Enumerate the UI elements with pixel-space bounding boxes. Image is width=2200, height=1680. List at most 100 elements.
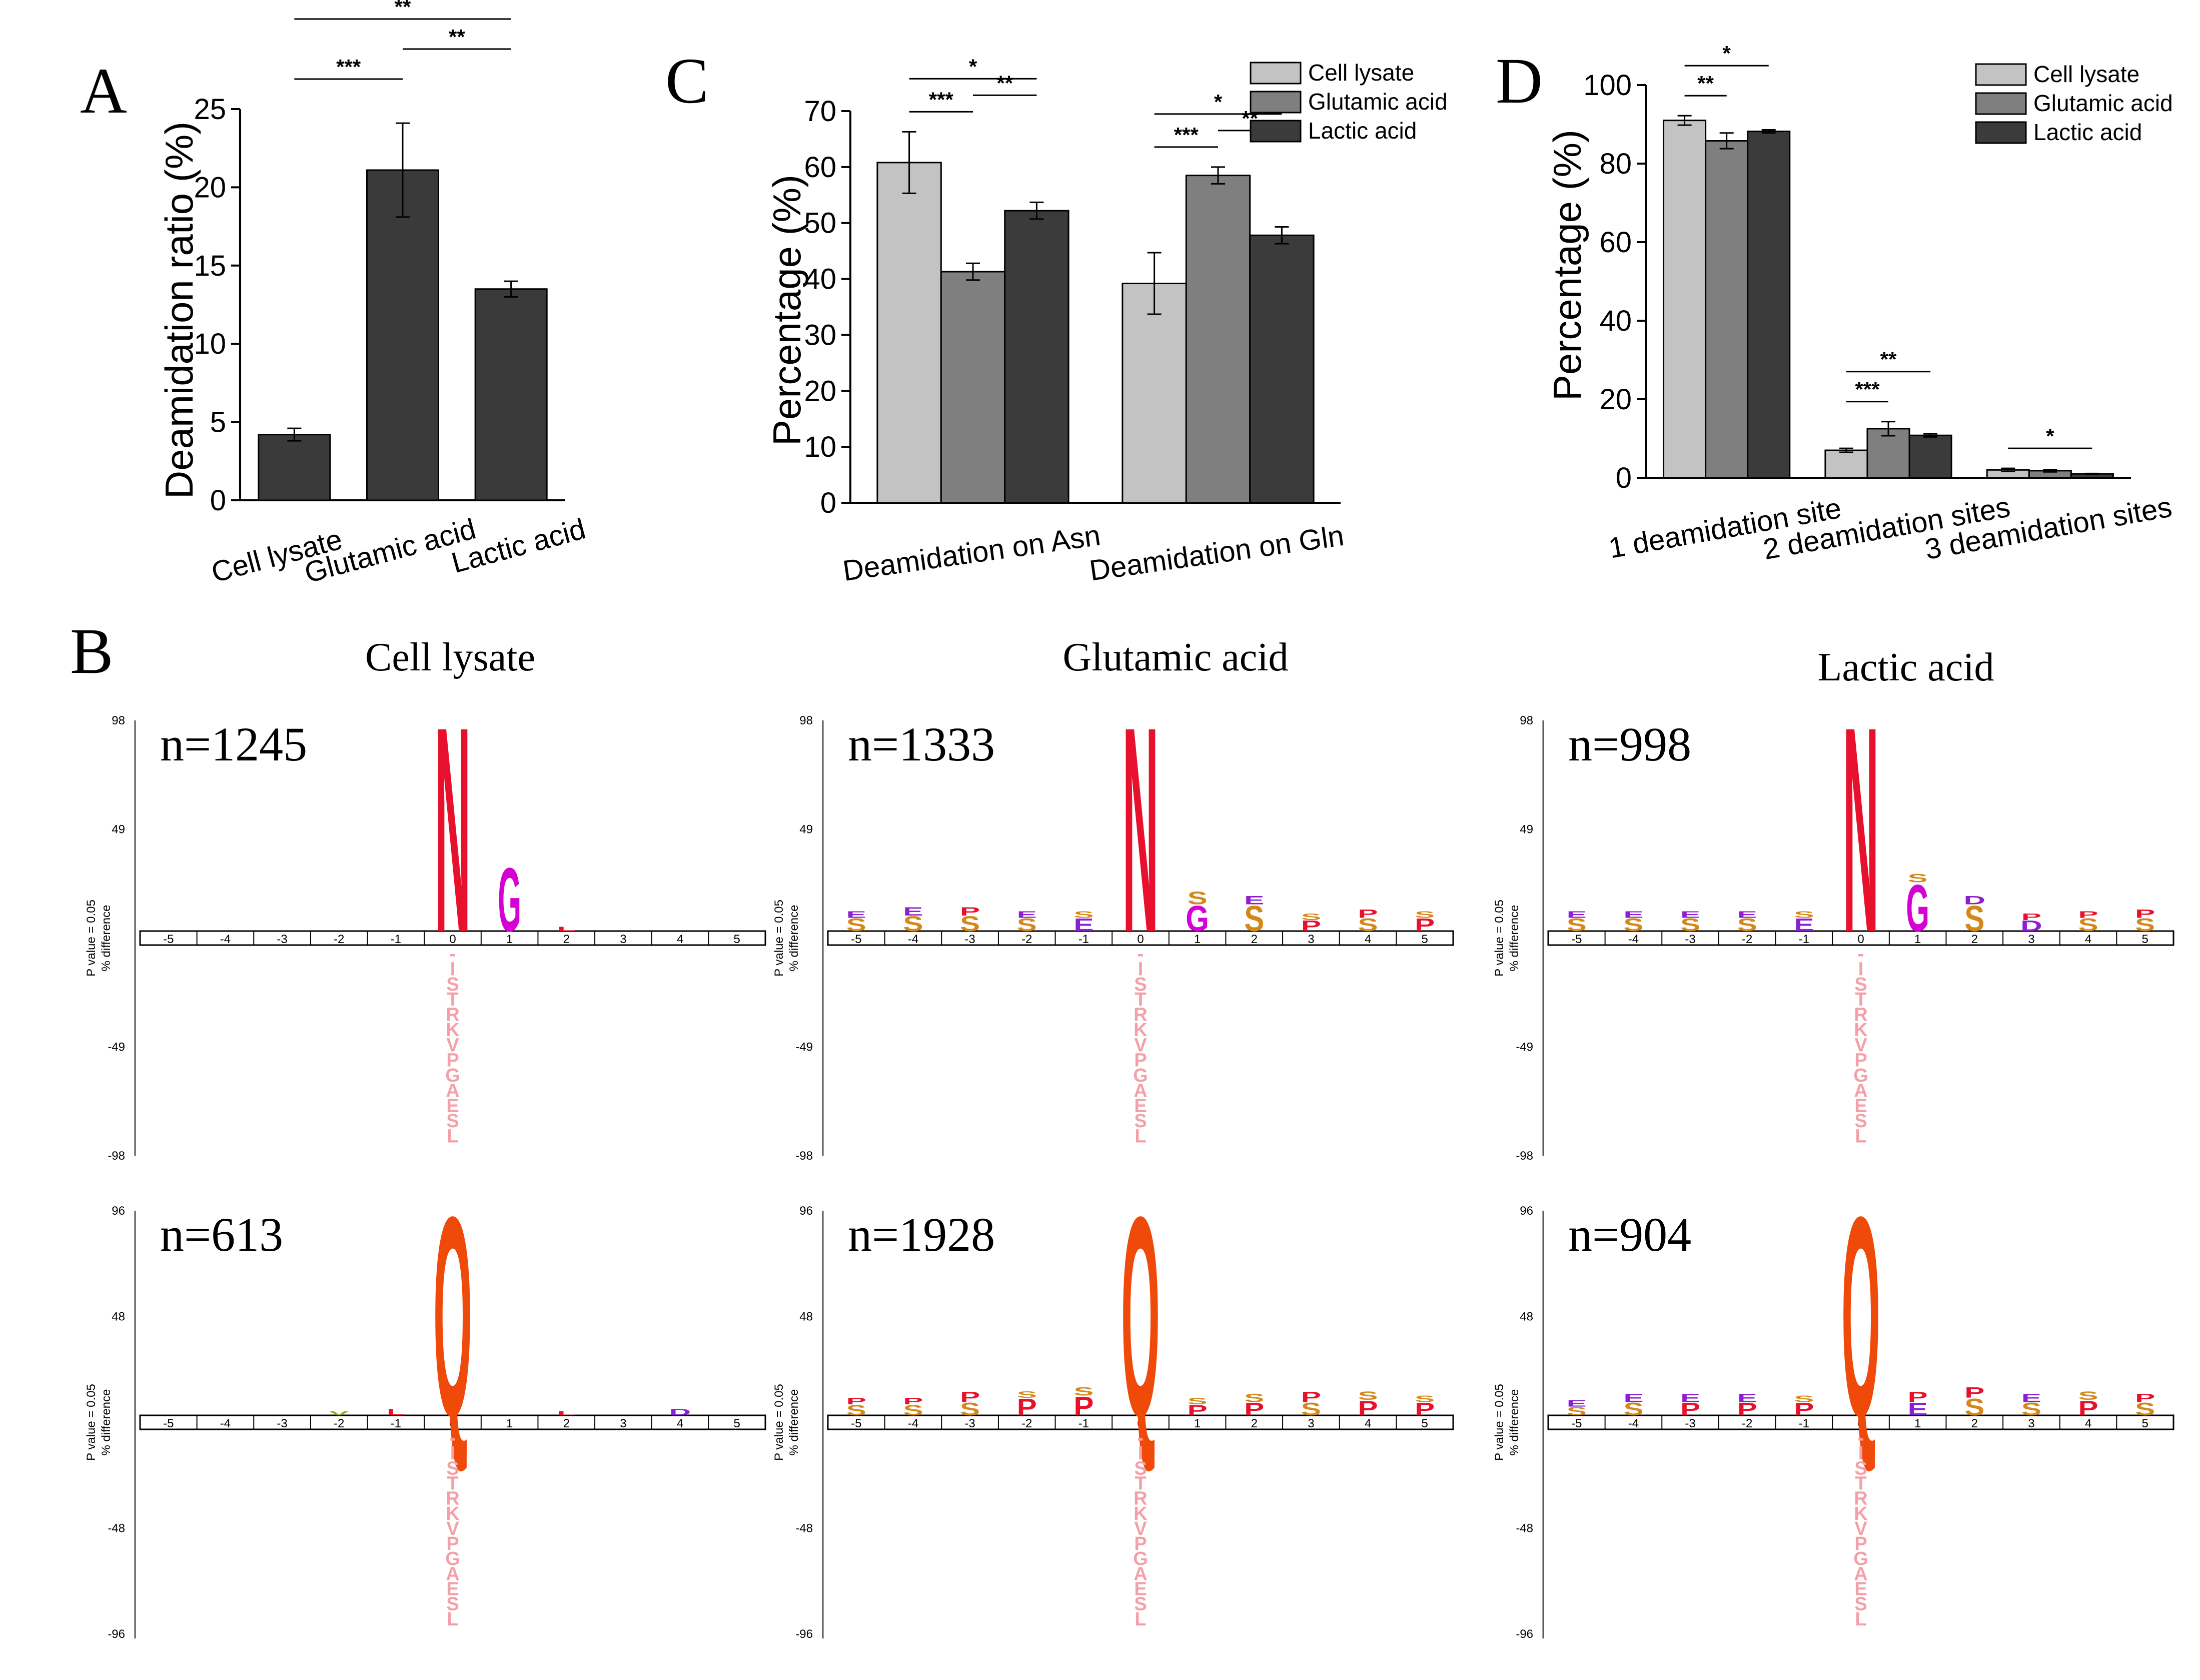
logo-main-residue: Q: [433, 1158, 472, 1476]
logo-depleted-residue: R: [446, 1005, 459, 1026]
logo-enriched-residue: S: [1073, 1385, 1093, 1398]
logo-depleted-residue: L: [1855, 1126, 1866, 1147]
logo-enriched-residue: S: [2021, 1399, 2041, 1419]
logo-depleted-residue: E: [1854, 1579, 1867, 1600]
logo-depleted-residue: E: [1134, 1096, 1147, 1117]
logo-enriched-residue: P: [1680, 1399, 1700, 1419]
logo-enriched-residue: S: [846, 915, 866, 935]
logo-enriched-residue: P: [1017, 1394, 1037, 1421]
logo-position-label: 0: [1137, 1417, 1144, 1430]
logo-enriched-residue: G: [498, 849, 521, 951]
logo-main-residue: Q: [1841, 1158, 1880, 1476]
logo-position-label: -1: [391, 933, 401, 946]
logo-y-tick: -48: [795, 1522, 813, 1535]
logo-position-label: 2: [563, 933, 570, 946]
logo-ylabel: % difference: [787, 1389, 801, 1456]
logo-enriched-residue: S: [1188, 1396, 1208, 1406]
logo-ylabel: % difference: [1508, 905, 1521, 972]
logo-enriched-residue: S: [1073, 910, 1093, 920]
logo-enriched-residue: E: [1737, 910, 1757, 920]
logo-depleted-residue: L: [1135, 1126, 1146, 1147]
significance-label: **: [395, 0, 411, 19]
logo-enriched-residue: P: [1244, 1399, 1264, 1419]
bar: [1866, 428, 1910, 479]
logo-depleted-residue: L: [1135, 1609, 1146, 1630]
logo-position-box: [139, 930, 766, 946]
bar: [1705, 140, 1749, 479]
logo-position-label: 3: [620, 933, 626, 946]
logo-enriched-residue: P: [1415, 915, 1435, 935]
logo-enriched-residue: P: [1301, 918, 1321, 935]
significance-label: **: [1697, 72, 1714, 95]
logo-depleted-residue: I: [1138, 1443, 1144, 1464]
logo-enriched-residue: S: [1794, 910, 1814, 920]
logo-enriched-residue: P: [903, 1396, 923, 1406]
logo-depleted-residue: G: [1133, 1065, 1148, 1086]
logo-position-label: -3: [277, 933, 287, 946]
panel-letter-a: A: [80, 55, 127, 127]
logo-n-count: n=1333: [848, 717, 995, 771]
logo-enriched-residue: P: [1908, 1389, 1928, 1406]
y-tick-label: 80: [1599, 148, 1632, 180]
logo-y-tick: 48: [1520, 1310, 1533, 1324]
significance-label: ***: [1174, 123, 1199, 147]
logo-position-label: 4: [2085, 933, 2091, 946]
logo-enriched-residue: E: [1073, 915, 1093, 935]
bar: [1663, 120, 1707, 479]
logo-depleted-residue: P: [1134, 1533, 1147, 1554]
logo-depleted-residue: S: [446, 1594, 459, 1615]
logo-enriched-residue: D: [669, 1407, 691, 1417]
significance-label: *: [1214, 90, 1223, 114]
logo-position-label: -5: [851, 1417, 861, 1430]
logo-position-label: 0: [1857, 1417, 1864, 1430]
logo-enriched-residue: S: [2135, 1399, 2155, 1419]
logo-depleted-residue: S: [1134, 1458, 1147, 1479]
logo-enriched-residue: V: [329, 1410, 349, 1416]
logo-enriched-residue: L: [557, 926, 576, 932]
logo-enriched-residue: S: [1415, 910, 1435, 920]
logo-depleted-residue: -: [450, 944, 456, 965]
logo-enriched-residue: S: [1301, 912, 1321, 922]
logo-depleted-residue: R: [1854, 1005, 1867, 1026]
logo-enriched-residue: E: [1908, 1399, 1928, 1419]
logo-position-label: -5: [851, 933, 861, 946]
logo-depleted-residue: V: [1134, 1518, 1147, 1539]
logo-position-label: 3: [1308, 1417, 1314, 1430]
logo-position-label: 0: [449, 933, 456, 946]
logo-depleted-residue: I: [450, 959, 456, 980]
logo-enriched-residue: S: [903, 912, 923, 936]
logo-depleted-residue: T: [1855, 1473, 1866, 1494]
logo-ylabel: % difference: [100, 1389, 113, 1456]
category-label: Deamidation on Asn: [841, 519, 1103, 587]
logo-position-label: 2: [1251, 933, 1258, 946]
logo-ylabel: P value = 0.05: [1493, 1384, 1506, 1461]
logo-position-label: 2: [1971, 1417, 1978, 1430]
y-tick-label: 20: [1599, 383, 1632, 416]
logo-enriched-residue: S: [1964, 899, 1984, 940]
logo-enriched-residue: P: [1964, 1384, 1984, 1401]
y-tick-label: 100: [1583, 69, 1632, 102]
logo-depleted-residue: P: [446, 1533, 459, 1554]
logo-position-label: -1: [1078, 1417, 1089, 1430]
logo-depleted-residue: K: [1134, 1020, 1148, 1041]
logo-depleted-residue: A: [1134, 1080, 1147, 1101]
logo-depleted-residue: A: [446, 1080, 459, 1101]
logo-position-box: [1547, 1414, 2174, 1430]
panel-letter-d: D: [1496, 45, 1543, 117]
logo-enriched-residue: P: [2135, 1391, 2155, 1405]
logo-enriched-residue: P: [2135, 907, 2155, 921]
logo-y-tick: 48: [112, 1310, 125, 1324]
logo-y-tick: 49: [799, 823, 813, 836]
logo-enriched-residue: E: [1244, 894, 1264, 907]
logo-enriched-residue: S: [2135, 915, 2155, 935]
logo-position-label: -1: [1799, 1417, 1809, 1430]
logo-enriched-residue: P: [1073, 1391, 1093, 1422]
logo-depleted-residue: S: [1854, 1594, 1867, 1615]
logo-depleted-residue: L: [1855, 1609, 1866, 1630]
logo-position-label: 4: [677, 933, 683, 946]
logo-depleted-residue: I: [1138, 959, 1144, 980]
y-tick-label: 0: [820, 487, 836, 519]
significance-label: *: [2046, 424, 2054, 448]
logo-position-label: 5: [1422, 933, 1428, 946]
